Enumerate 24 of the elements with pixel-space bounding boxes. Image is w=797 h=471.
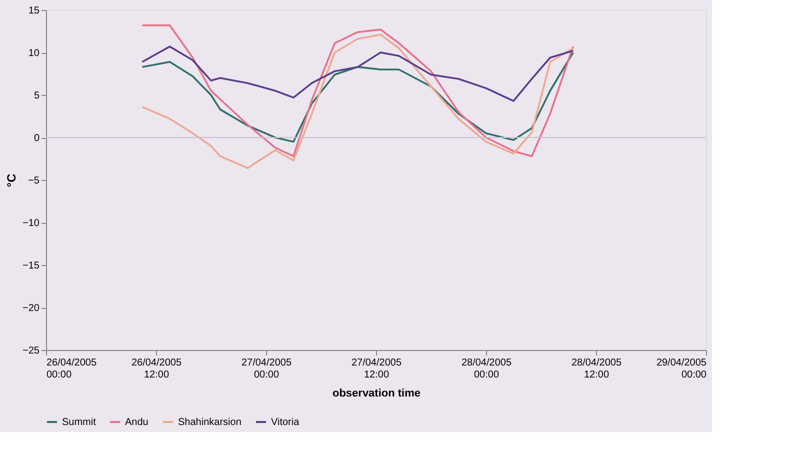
x-tick-label: 27/04/2005 00:00: [241, 358, 292, 380]
line-series: [141, 52, 574, 143]
legend-label: Summit: [62, 417, 96, 428]
y-axis-title: °C: [4, 173, 19, 188]
x-tick-label: 26/04/2005 00:00: [46, 358, 97, 380]
x-tick-label: 29/04/2005 00:00: [656, 358, 707, 380]
legend-label: Shahinkarsion: [178, 417, 242, 428]
y-tick-label: 5: [34, 90, 40, 102]
line-series: [141, 46, 574, 102]
x-tick-label: 28/04/2005 00:00: [461, 358, 512, 380]
y-tick-label: −5: [28, 176, 40, 186]
legend-label: Andu: [125, 417, 148, 428]
x-tick-label: 26/04/2005 12:00: [131, 358, 182, 380]
y-tick-label: 10: [28, 48, 40, 59]
x-tick-label: 28/04/2005 12:00: [571, 358, 622, 380]
y-tick-label: −25: [22, 346, 40, 356]
y-tick-label: 0: [34, 133, 40, 144]
y-tick-label: −20: [22, 303, 40, 314]
y-tick-label: 15: [28, 6, 40, 16]
y-tick-label: −10: [22, 218, 40, 229]
y-tick-label: −15: [22, 260, 40, 272]
legend-label: Vitoria: [271, 417, 300, 428]
x-tick-label: 27/04/2005 12:00: [351, 358, 402, 380]
x-axis-title: observation time: [332, 388, 421, 400]
